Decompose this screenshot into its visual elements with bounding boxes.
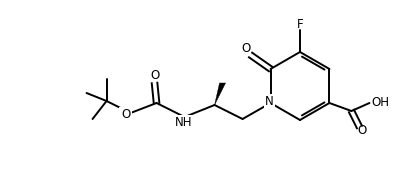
Text: O: O xyxy=(150,69,159,82)
Text: N: N xyxy=(265,96,273,109)
Text: NH: NH xyxy=(174,116,192,130)
Text: O: O xyxy=(240,43,249,56)
Polygon shape xyxy=(214,83,225,105)
Text: O: O xyxy=(357,124,366,137)
Text: O: O xyxy=(121,109,130,122)
Text: OH: OH xyxy=(371,96,389,109)
Text: F: F xyxy=(296,17,303,30)
